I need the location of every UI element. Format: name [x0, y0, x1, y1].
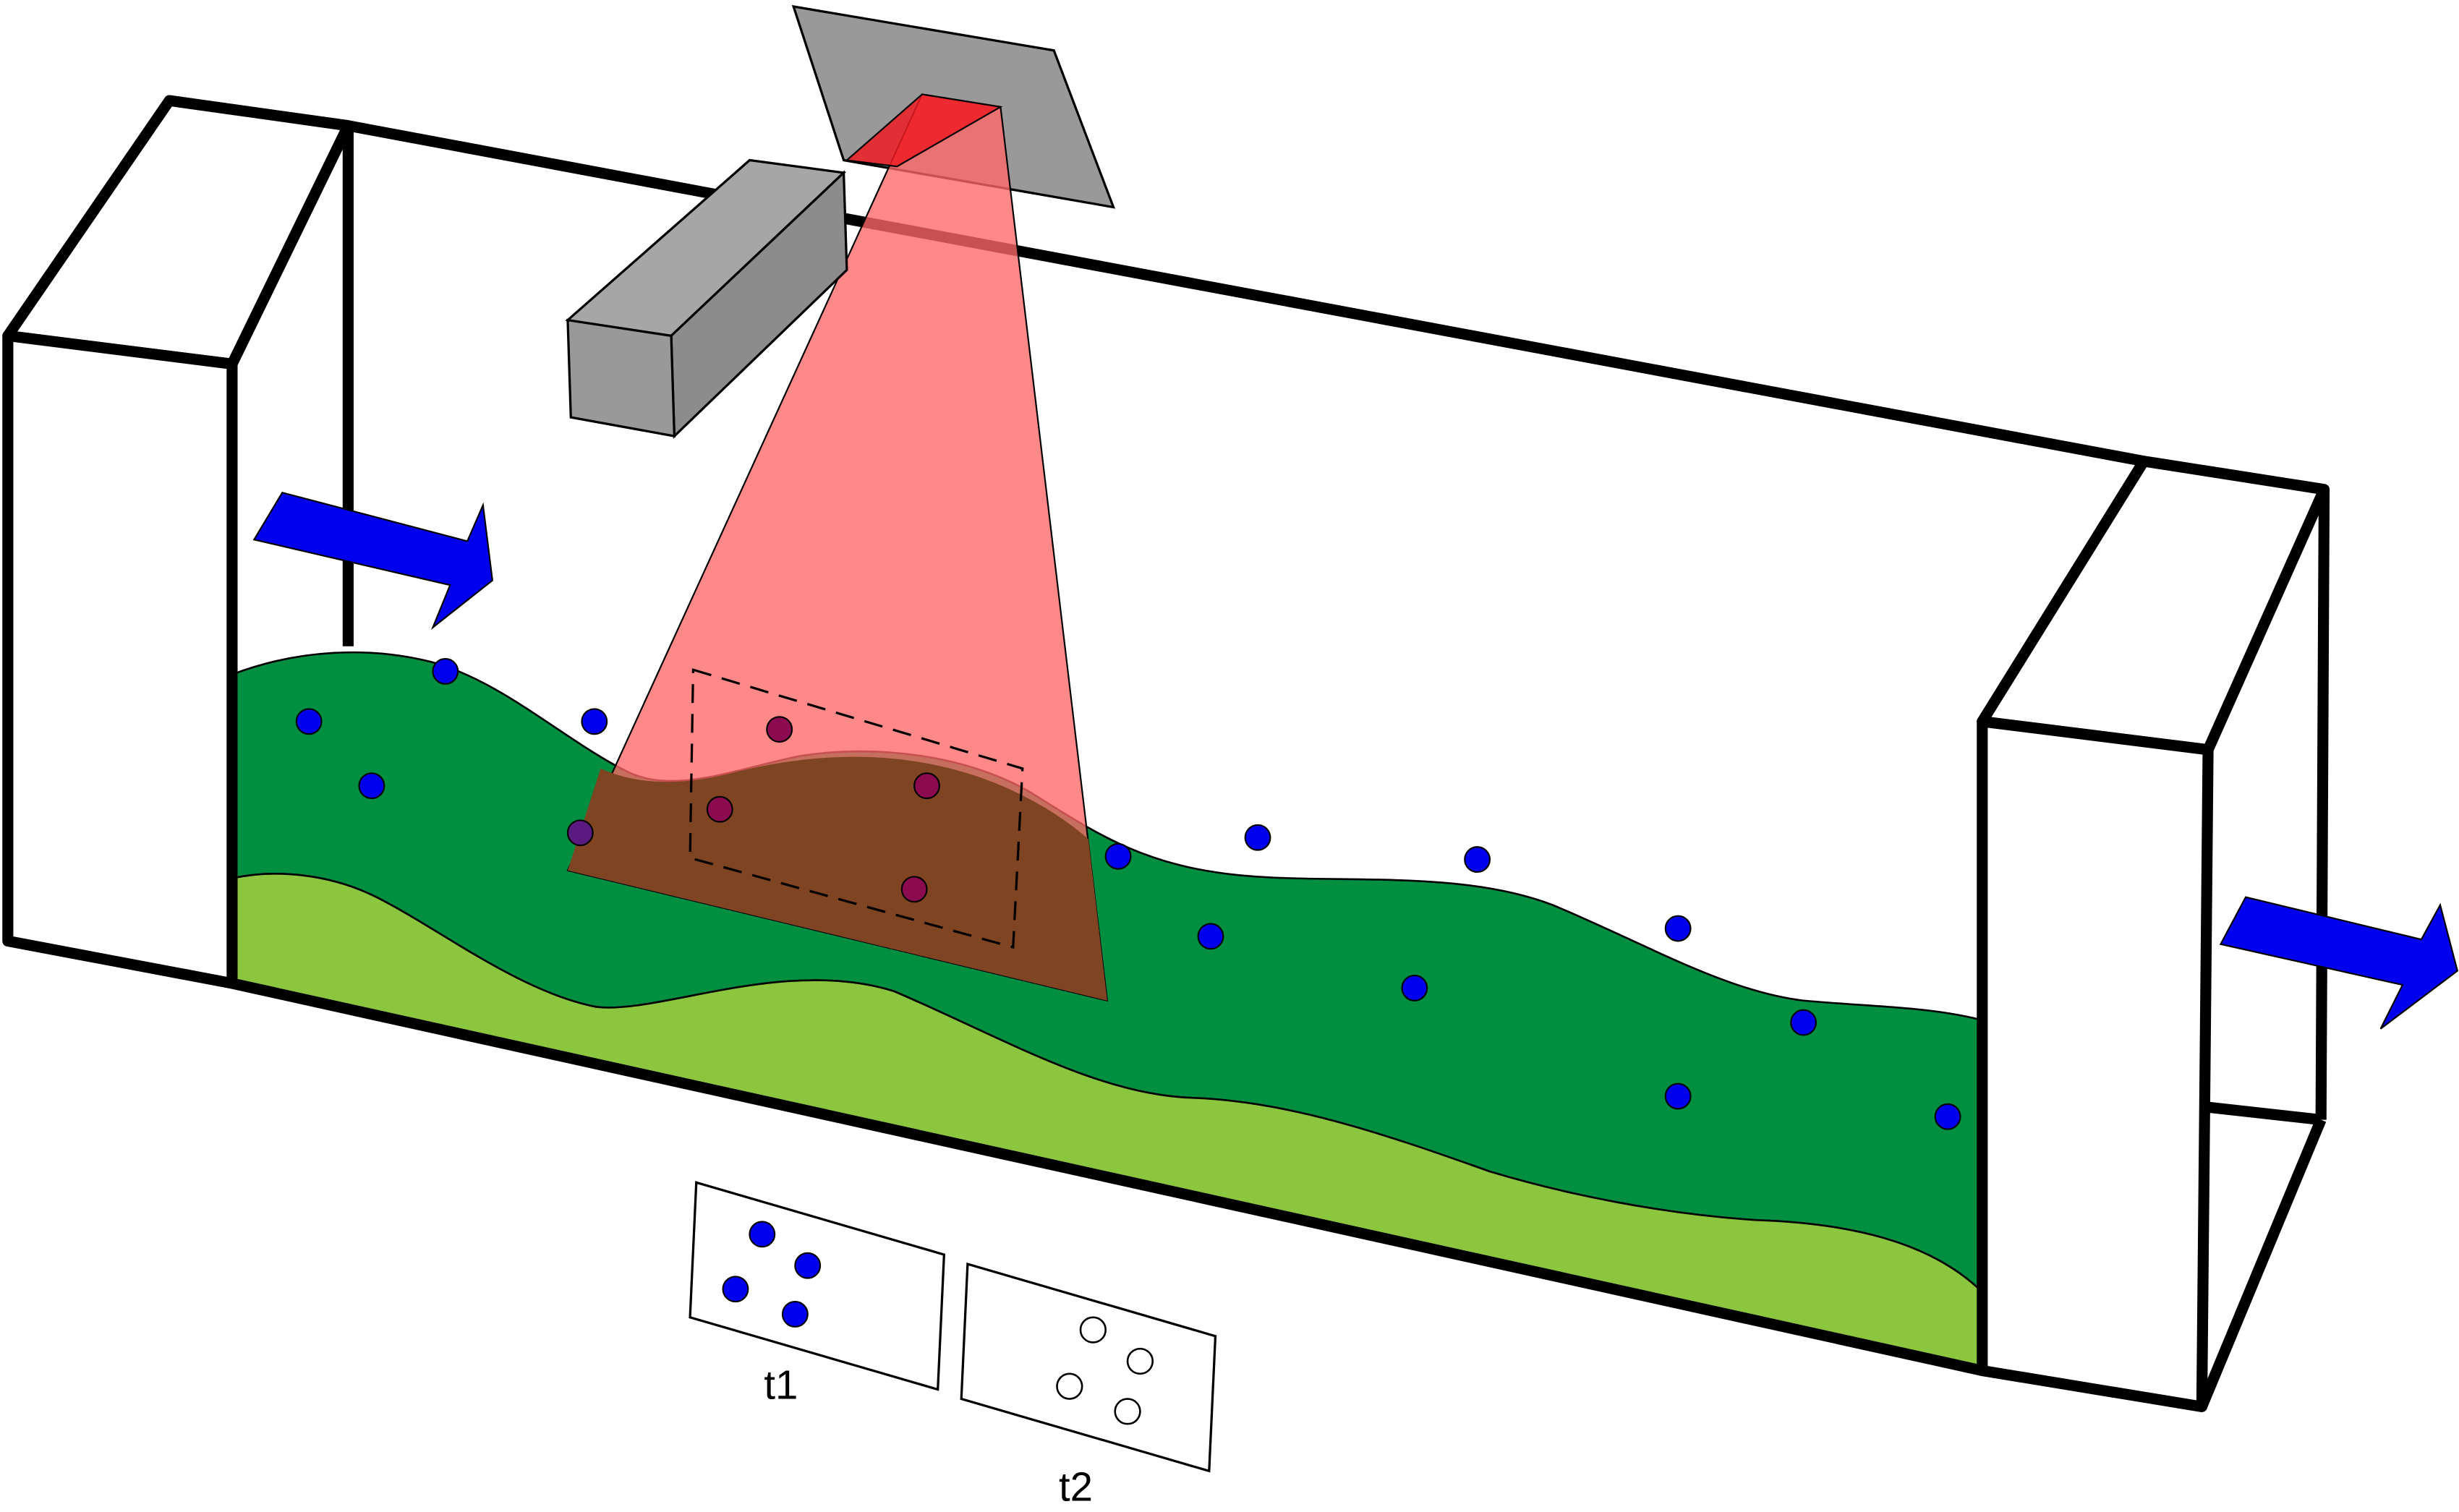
- flume-front: [2, 95, 2330, 1412]
- frame-label-t2: t2: [1059, 1464, 1093, 1509]
- particle: [1197, 923, 1224, 950]
- particle: [1104, 842, 1132, 870]
- particle: [706, 795, 733, 823]
- particle: [1790, 1009, 1817, 1036]
- particle: [566, 819, 594, 847]
- laser-source: [845, 93, 1003, 168]
- frame-label-t1: t1: [764, 1362, 798, 1408]
- particle: [913, 772, 940, 800]
- particle: [1401, 974, 1428, 1001]
- particle: [1664, 1082, 1692, 1110]
- flow-out-arrow-icon: [2219, 896, 2459, 1030]
- particle: [900, 876, 928, 903]
- interrogation-window: [689, 668, 1024, 949]
- flume-back-edge: [169, 95, 2325, 646]
- flow-in-arrow-icon: [252, 491, 494, 631]
- particle: [1244, 824, 1271, 851]
- particle: [1464, 846, 1491, 874]
- frame-t1: t1: [689, 1181, 946, 1408]
- frame-t2: t2: [960, 1262, 1217, 1509]
- camera: [565, 158, 848, 439]
- illuminated-particles: [566, 716, 940, 903]
- particle: [432, 657, 459, 685]
- tracer-particles: [295, 657, 1961, 1130]
- particle: [1934, 1103, 1961, 1130]
- particle: [358, 772, 385, 800]
- sediment-layer: [231, 873, 1980, 1369]
- particle: [1664, 915, 1692, 942]
- particle: [766, 716, 793, 743]
- particle: [295, 708, 323, 735]
- laser-water-overlap: [567, 756, 1107, 1001]
- particle: [581, 708, 608, 735]
